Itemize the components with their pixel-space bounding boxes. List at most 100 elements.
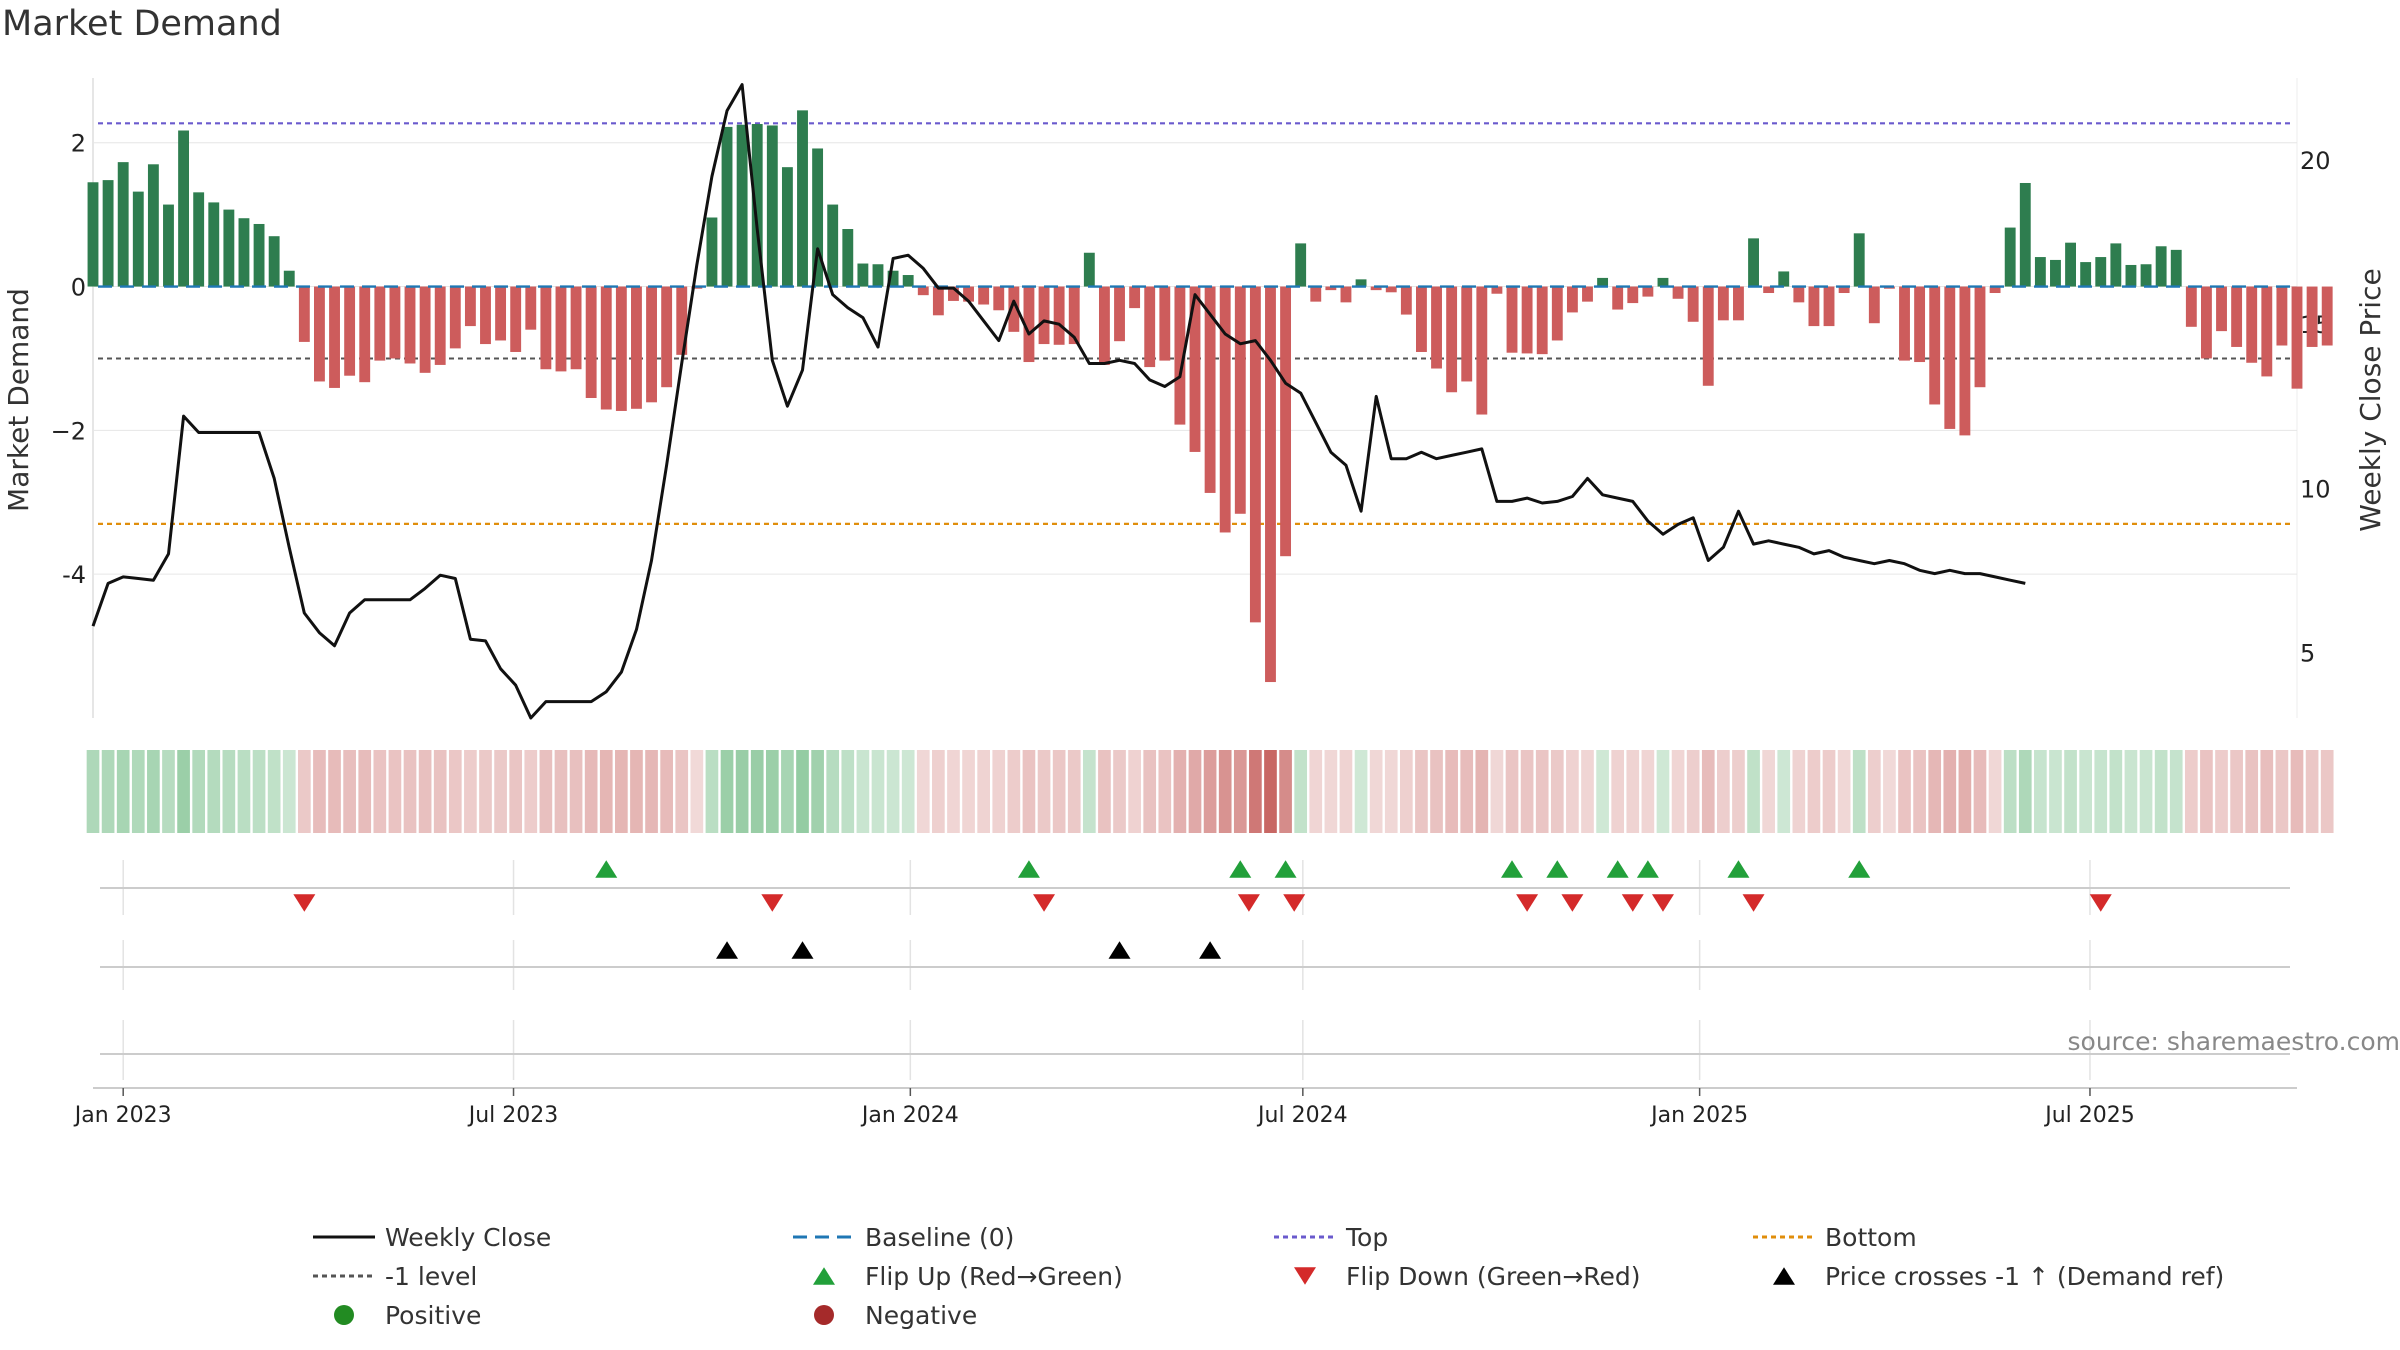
demand-band-cell — [2305, 750, 2319, 833]
demand-bar — [797, 110, 808, 287]
flip-down-marker — [1237, 894, 1260, 912]
demand-band-cell — [2230, 750, 2243, 833]
demand-band-cell — [2245, 750, 2259, 833]
demand-band-cell — [1867, 750, 1881, 833]
flip-up-marker — [1546, 860, 1569, 878]
demand-band-cell — [841, 750, 855, 833]
flip-up-marker — [1727, 860, 1750, 878]
demand-band-cell — [1218, 750, 1232, 833]
demand-bar — [1657, 277, 1669, 287]
demand-band-cell — [1052, 750, 1066, 833]
demand-band-cell — [358, 750, 372, 833]
demand-band-cell — [1007, 750, 1021, 833]
demand-bar — [449, 286, 461, 349]
legend-swatch-triangle-down — [1294, 1267, 1316, 1285]
demand-bar — [2110, 243, 2122, 287]
demand-band-cell — [1626, 750, 1640, 833]
demand-band-cell — [1732, 750, 1745, 833]
demand-band-cell — [1701, 750, 1715, 833]
demand-bar — [1189, 286, 1201, 452]
demand-bar — [1280, 286, 1292, 557]
demand-bar — [1355, 279, 1367, 287]
demand-band-cell — [539, 750, 553, 833]
demand-band-cell — [1958, 750, 1972, 833]
legend-swatch-triangle-up — [813, 1267, 835, 1285]
demand-bar — [314, 286, 325, 382]
demand-band-cell — [1369, 750, 1383, 833]
demand-band-cell — [1037, 750, 1051, 833]
demand-band-cell — [962, 750, 975, 833]
demand-bar — [963, 286, 974, 302]
flip-down-marker — [1033, 894, 1056, 912]
demand-band-cell — [509, 750, 523, 833]
demand-band-cell — [992, 750, 1006, 833]
demand-bar — [1234, 286, 1246, 514]
demand-band-cell — [2034, 750, 2047, 833]
demand-bar — [1838, 286, 1850, 294]
demand-band-cell — [101, 750, 115, 833]
demand-band-cell — [433, 750, 447, 833]
demand-bar — [1204, 286, 1216, 493]
demand-band-cell — [1535, 750, 1549, 833]
demand-band-cell — [1686, 750, 1700, 833]
demand-bar — [1899, 286, 1910, 361]
legend-label: Flip Up (Red→Green) — [865, 1262, 1123, 1291]
demand-band-cell — [1082, 750, 1096, 833]
demand-bar — [238, 218, 250, 287]
demand-bar — [1068, 286, 1080, 345]
legend-label: Bottom — [1825, 1223, 1917, 1252]
demand-bar — [1748, 238, 1759, 287]
demand-band-cell — [1777, 750, 1791, 833]
demand-band-cell — [1611, 750, 1625, 833]
demand-bar — [419, 286, 431, 373]
demand-band-cell — [901, 750, 915, 833]
demand-bar — [495, 286, 507, 341]
demand-bar — [2050, 259, 2061, 287]
legend-label: Weekly Close — [385, 1223, 551, 1252]
demand-bar — [464, 286, 476, 327]
demand-bar — [1340, 286, 1352, 303]
demand-bar — [902, 275, 914, 287]
demand-bar — [1219, 286, 1231, 533]
legend-label: Price crosses -1 ↑ (Demand ref) — [1825, 1262, 2224, 1291]
demand-bar — [661, 286, 673, 388]
demand-band-cell — [554, 750, 568, 833]
demand-bar — [178, 130, 190, 287]
flip-down-marker — [2089, 894, 2112, 912]
legend-label: Negative — [865, 1301, 977, 1330]
demand-bar — [163, 204, 174, 287]
demand-band-cell — [1249, 750, 1262, 833]
demand-bar — [1098, 286, 1110, 365]
demand-band-cell — [1898, 750, 1911, 833]
x-tick-label: Jan 2024 — [860, 1103, 959, 1128]
demand-bar — [1431, 286, 1442, 369]
demand-band-cell — [2215, 750, 2228, 833]
demand-band-cell — [1098, 750, 1111, 833]
demand-bar — [978, 286, 990, 305]
demand-band-cell — [660, 750, 673, 833]
flip-up-marker — [1017, 860, 1040, 878]
demand-bar — [1325, 286, 1337, 291]
demand-band-cell — [1671, 750, 1685, 833]
flip-down-marker — [293, 894, 316, 912]
demand-band-cell — [207, 750, 221, 833]
legend-label: -1 level — [385, 1262, 477, 1291]
y-tick-label: −2 — [51, 417, 86, 445]
demand-band-cell — [313, 750, 326, 833]
demand-ref-marker — [1108, 941, 1131, 959]
demand-band-cell — [177, 750, 190, 833]
demand-band-cell — [977, 750, 990, 833]
y-tick-label: -4 — [62, 561, 86, 589]
demand-band-cell — [2290, 750, 2304, 833]
demand-band-cell — [343, 750, 356, 833]
demand-bar — [646, 286, 657, 403]
demand-bar — [2261, 286, 2273, 377]
demand-band-cell — [1475, 750, 1489, 833]
flip-down-marker — [1742, 894, 1765, 912]
demand-bar — [404, 286, 416, 364]
demand-band-cell — [2018, 750, 2032, 833]
demand-bar — [751, 124, 763, 287]
demand-bar — [948, 286, 959, 301]
demand-band-cell — [298, 750, 311, 833]
